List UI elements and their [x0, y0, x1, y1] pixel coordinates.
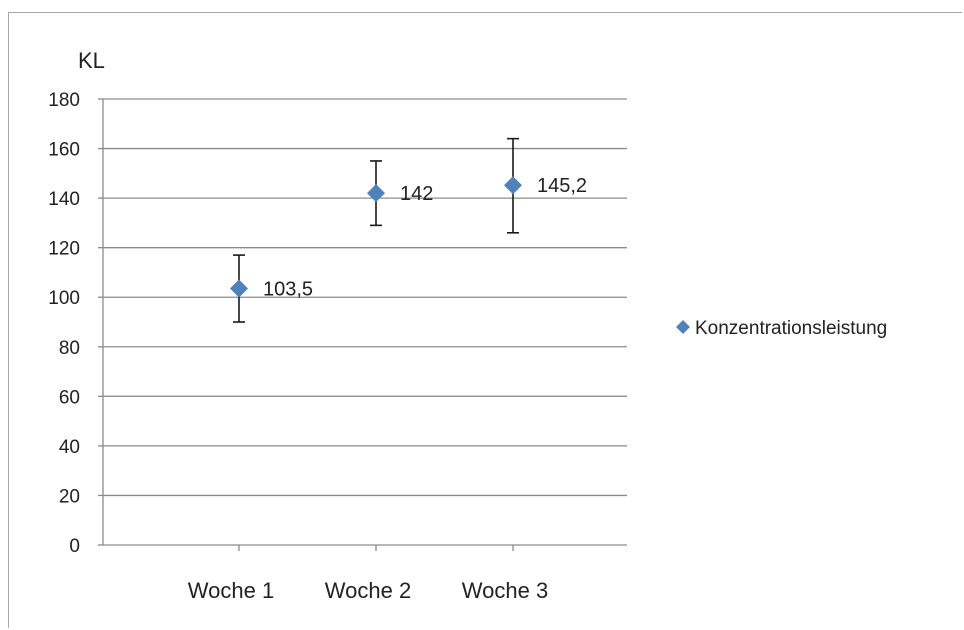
x-tick-label: Woche 3 [462, 578, 548, 603]
data-point [367, 184, 385, 203]
x-tick-labels: Woche 1 Woche 2 Woche 3 [188, 578, 548, 603]
x-tick-label: Woche 1 [188, 578, 274, 603]
axes [98, 98, 627, 551]
data-labels: 103,5 142 145,2 [263, 175, 587, 300]
y-tick-label: 180 [48, 90, 80, 111]
data-point [504, 176, 522, 195]
y-tick-label: 40 [59, 437, 80, 458]
y-tick-label: 80 [59, 338, 80, 359]
y-tick-label: 140 [48, 189, 80, 210]
y-tick-label: 120 [48, 239, 80, 260]
y-tick-label: 20 [59, 486, 80, 507]
chart-frame [8, 12, 962, 628]
data-label: 142 [400, 183, 433, 205]
y-tick-label: 160 [48, 140, 80, 161]
data-label: 103,5 [263, 279, 313, 301]
data-point [230, 279, 248, 298]
legend: Konzentrationsleistung [676, 318, 887, 339]
x-tick-label: Woche 2 [325, 578, 411, 603]
y-tick-labels: 0 20 40 60 80 100 120 140 160 180 [48, 90, 80, 557]
data-points [230, 176, 522, 298]
y-tick-label: 100 [48, 288, 80, 309]
data-label: 145,2 [537, 175, 587, 197]
gridlines [103, 98, 627, 497]
y-axis-title: KL [78, 48, 105, 73]
legend-marker [676, 320, 690, 334]
y-tick-label: 60 [59, 387, 80, 408]
legend-label: Konzentrationsleistung [695, 318, 887, 339]
y-tick-label: 0 [69, 536, 80, 557]
